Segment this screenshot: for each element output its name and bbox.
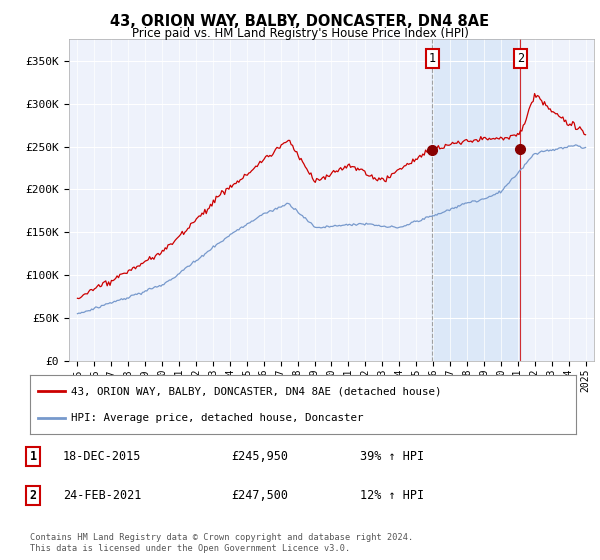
- Text: 43, ORION WAY, BALBY, DONCASTER, DN4 8AE (detached house): 43, ORION WAY, BALBY, DONCASTER, DN4 8AE…: [71, 386, 442, 396]
- Text: Contains HM Land Registry data © Crown copyright and database right 2024.
This d: Contains HM Land Registry data © Crown c…: [30, 533, 413, 553]
- Text: 1: 1: [429, 53, 436, 66]
- Text: 39% ↑ HPI: 39% ↑ HPI: [360, 450, 424, 463]
- Text: HPI: Average price, detached house, Doncaster: HPI: Average price, detached house, Donc…: [71, 413, 364, 423]
- Text: Price paid vs. HM Land Registry's House Price Index (HPI): Price paid vs. HM Land Registry's House …: [131, 27, 469, 40]
- Text: 43, ORION WAY, BALBY, DONCASTER, DN4 8AE: 43, ORION WAY, BALBY, DONCASTER, DN4 8AE: [110, 14, 490, 29]
- Bar: [433, 39, 520, 361]
- Text: 2: 2: [29, 489, 37, 502]
- Text: £247,500: £247,500: [231, 489, 288, 502]
- Text: 2: 2: [517, 53, 524, 66]
- Text: 1: 1: [29, 450, 37, 463]
- Text: 24-FEB-2021: 24-FEB-2021: [63, 489, 142, 502]
- Text: 12% ↑ HPI: 12% ↑ HPI: [360, 489, 424, 502]
- Text: £245,950: £245,950: [231, 450, 288, 463]
- Text: 18-DEC-2015: 18-DEC-2015: [63, 450, 142, 463]
